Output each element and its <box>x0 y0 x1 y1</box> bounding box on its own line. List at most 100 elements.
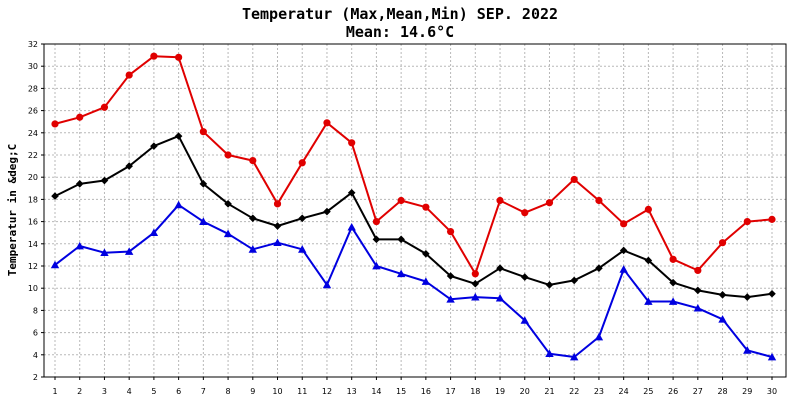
data-point <box>743 293 752 301</box>
data-point <box>496 264 504 273</box>
x-tick-label: 28 <box>717 387 727 396</box>
data-point <box>595 196 603 205</box>
x-tick-label: 9 <box>250 387 255 396</box>
data-point <box>248 214 257 223</box>
data-point <box>175 53 183 61</box>
data-point <box>767 352 777 361</box>
axes <box>41 43 787 380</box>
data-point <box>298 245 307 253</box>
data-point <box>199 217 208 225</box>
x-tick-label: 22 <box>569 387 579 396</box>
data-point <box>743 346 752 354</box>
data-point <box>545 349 554 358</box>
data-point <box>743 218 751 226</box>
y-tick-label: 2 <box>33 373 38 382</box>
data-point <box>125 162 133 170</box>
data-point <box>323 207 331 216</box>
y-tick-label: 24 <box>28 129 38 138</box>
series-line <box>54 55 773 275</box>
y-tick-label: 30 <box>28 62 38 71</box>
x-tick-label: 11 <box>297 387 307 396</box>
data-point <box>397 196 405 205</box>
data-point <box>273 200 282 208</box>
data-point <box>51 192 59 200</box>
x-tick-label: 25 <box>643 387 653 396</box>
x-tick-label: 6 <box>176 387 181 396</box>
data-point <box>422 203 430 211</box>
data-point <box>348 139 356 147</box>
data-point <box>298 214 307 223</box>
x-tick-label: 1 <box>52 387 57 396</box>
data-point <box>495 293 505 302</box>
data-point <box>150 142 158 150</box>
data-point <box>570 175 578 184</box>
data-point <box>298 159 306 167</box>
x-tick-label: 7 <box>201 387 206 396</box>
x-tick-label: 12 <box>322 387 332 396</box>
y-tick-label: 14 <box>28 240 38 249</box>
data-point <box>521 209 529 217</box>
data-point <box>768 215 776 223</box>
y-tick-label: 20 <box>28 173 38 182</box>
data-point <box>75 241 84 250</box>
x-tick-label: 8 <box>226 387 231 396</box>
x-tick-label: 3 <box>102 387 107 396</box>
data-point <box>199 180 208 188</box>
data-point <box>668 297 678 305</box>
x-tick-labels: 1 2 3 4 5 6 7 8 9 10 11 12 13 14 15 16 17 18 19 20 21 22 23 24 2… <box>52 387 777 396</box>
data-point <box>125 71 133 79</box>
series-diamond <box>51 132 776 301</box>
data-point <box>124 247 134 255</box>
x-tick-label: 10 <box>272 387 282 396</box>
x-tick-label: 16 <box>421 387 431 396</box>
data-point <box>397 235 405 244</box>
data-point <box>644 297 653 305</box>
series-line <box>54 135 773 299</box>
plot-frame <box>43 43 787 378</box>
series-circle <box>51 52 776 278</box>
data-point <box>199 128 207 136</box>
x-tick-label: 19 <box>495 387 505 396</box>
data-point <box>644 205 652 213</box>
y-tick-label: 16 <box>28 218 38 227</box>
x-tick-label: 21 <box>544 387 554 396</box>
y-tick-label: 18 <box>28 195 38 204</box>
data-point <box>446 227 455 236</box>
y-tick-label: 6 <box>33 329 38 338</box>
data-point <box>694 286 702 295</box>
x-tick-label: 27 <box>693 387 703 396</box>
data-point <box>496 196 504 205</box>
series-triangle <box>50 200 777 361</box>
data-point <box>273 222 282 230</box>
chart-subtitle: Mean: 14.6°C <box>346 23 454 41</box>
x-tick-label: 18 <box>470 387 480 396</box>
data-point <box>100 248 109 257</box>
data-point <box>669 255 677 263</box>
data-point <box>693 303 703 312</box>
data-point <box>718 315 727 323</box>
data-point <box>718 291 727 299</box>
chart-title: Temperatur (Max,Mean,Min) SEP. 2022 <box>242 5 558 23</box>
data-point <box>570 352 579 361</box>
data-point <box>100 103 109 111</box>
y-tick-label: 28 <box>28 84 38 93</box>
y-tick-label: 4 <box>33 351 38 360</box>
data-point <box>372 235 381 244</box>
data-point <box>644 256 653 265</box>
data-point <box>446 272 455 280</box>
data-point <box>248 245 257 253</box>
data-point <box>322 280 332 289</box>
data-point <box>619 265 628 273</box>
data-point <box>75 180 84 188</box>
data-point <box>595 264 603 273</box>
data-point <box>520 316 529 324</box>
data-point <box>249 156 257 165</box>
y-tick-label: 10 <box>28 284 38 293</box>
data-point <box>545 281 554 289</box>
data-point <box>100 176 109 185</box>
x-tick-label: 17 <box>445 387 455 396</box>
x-tick-label: 15 <box>396 387 406 396</box>
data-point <box>620 220 628 228</box>
